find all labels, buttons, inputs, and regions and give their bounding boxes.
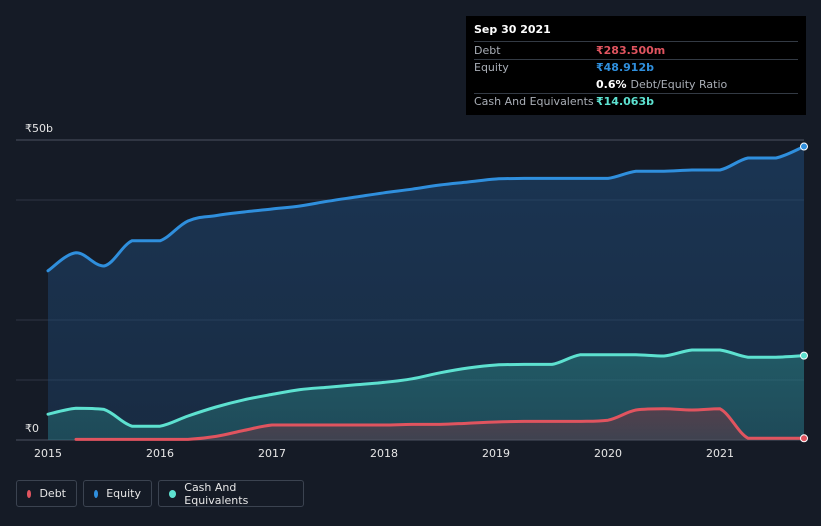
legend-item-equity[interactable]: Equity xyxy=(83,480,152,507)
legend-item-cash[interactable]: Cash And Equivalents xyxy=(158,480,304,507)
debt-line xyxy=(74,407,806,441)
legend-debt-label: Debt xyxy=(39,487,66,500)
legend-cash-label: Cash And Equivalents xyxy=(184,480,249,507)
x-tick-label: 2018 xyxy=(370,447,398,460)
equity-endpoint xyxy=(800,142,808,151)
tooltip-row-equity: Equity ₹48.912b xyxy=(474,58,798,77)
equity-dot-icon xyxy=(94,489,99,498)
tooltip-cash-value: ₹14.063b xyxy=(596,95,654,109)
tooltip-cash-label: Cash And Equivalents xyxy=(474,95,594,109)
y-axis: ₹50b ₹0 xyxy=(25,122,53,435)
tooltip-debt-value: ₹283.500m xyxy=(596,43,666,57)
x-axis: 2015 2016 2017 2018 2019 2020 2021 xyxy=(34,447,734,460)
x-tick-label: 2020 xyxy=(594,447,622,460)
x-tick-label: 2016 xyxy=(146,447,174,460)
data-tooltip: Sep 30 2021 Debt ₹283.500m Equity ₹48.91… xyxy=(466,16,806,115)
series-endpoints xyxy=(800,142,808,443)
legend-equity-label: Equity xyxy=(106,487,141,500)
cash-and-equivalents-line xyxy=(46,348,806,428)
debt-dot-icon xyxy=(27,489,32,498)
debt-endpoint xyxy=(800,434,808,443)
equity-line xyxy=(46,145,806,273)
tooltip-ratio-value: 0.6% xyxy=(596,77,627,91)
tooltip-date: Sep 30 2021 xyxy=(474,23,551,36)
x-tick-label: 2015 xyxy=(34,447,62,460)
x-tick-label: 2019 xyxy=(482,447,510,460)
series-areas xyxy=(48,146,804,440)
x-tick-label: 2021 xyxy=(706,447,734,460)
series-lines xyxy=(46,145,806,441)
tooltip-debt-label: Debt xyxy=(474,43,501,57)
tooltip-row-debt: Debt ₹283.500m xyxy=(474,41,798,59)
cash-dot-icon xyxy=(169,489,177,498)
cash-and-equivalents-endpoint xyxy=(800,351,808,360)
tooltip-equity-label: Equity xyxy=(474,61,509,75)
tooltip-row-cash: Cash And Equivalents ₹14.063b xyxy=(474,92,798,111)
tooltip-equity-value: ₹48.912b xyxy=(596,61,654,75)
y-tick-label-bottom: ₹0 xyxy=(25,422,39,435)
tooltip-row-ratio: 0.6% Debt/Equity Ratio xyxy=(474,76,798,93)
tooltip-ratio-label: Debt/Equity Ratio xyxy=(630,77,728,91)
x-tick-label: 2017 xyxy=(258,447,286,460)
legend-item-debt[interactable]: Debt xyxy=(16,480,77,507)
y-tick-label-top: ₹50b xyxy=(25,122,53,135)
